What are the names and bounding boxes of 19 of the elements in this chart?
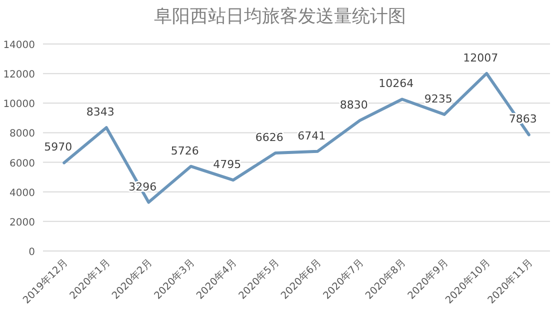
chart-title: 阜阳西站日均旅客发送量统计图	[154, 6, 406, 27]
y-tick-label: 14000	[3, 40, 35, 51]
y-tick-label: 6000	[10, 158, 35, 170]
data-label: 12007	[463, 51, 498, 64]
y-tick-label: 0	[28, 247, 35, 258]
data-label: 8830	[340, 98, 368, 112]
data-label: 5970	[44, 140, 72, 154]
y-tick-label: 2000	[10, 217, 35, 228]
y-tick-label: 12000	[3, 70, 35, 81]
y-tick-label: 8000	[10, 128, 35, 140]
y-tick-label: 4000	[10, 188, 35, 199]
data-label: 6741	[298, 129, 326, 142]
data-label: 5726	[170, 144, 199, 158]
data-label: 10264	[378, 77, 414, 90]
y-tick-label: 10000	[3, 99, 35, 110]
data-label: 6626	[255, 131, 284, 144]
data-label: 8343	[86, 106, 114, 119]
data-label: 4795	[213, 158, 242, 172]
data-label: 9235	[424, 92, 452, 106]
